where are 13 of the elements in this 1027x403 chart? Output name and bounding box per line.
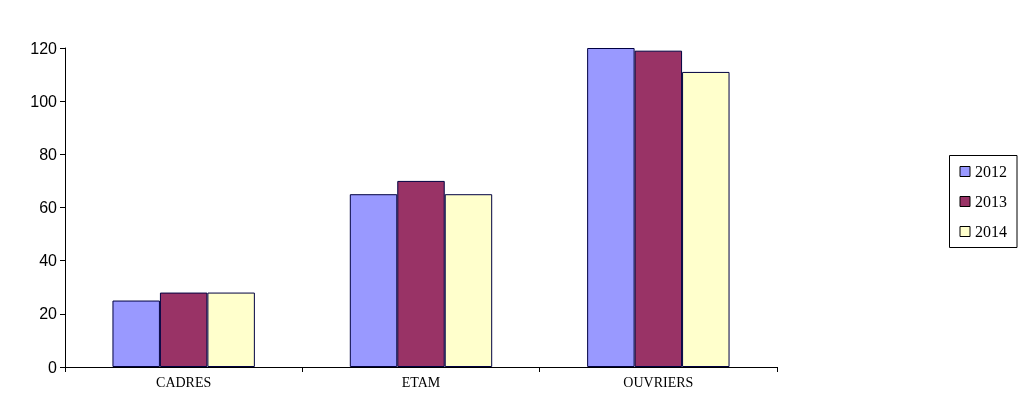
y-tick-label: 40 <box>39 252 58 270</box>
legend-label: 2014 <box>975 223 1007 240</box>
legend-label: 2012 <box>975 163 1007 180</box>
legend-label: 2013 <box>975 193 1007 210</box>
x-tick-label: OUVRIERS <box>623 374 694 390</box>
y-tick-label: 20 <box>39 305 58 323</box>
y-tick-label: 100 <box>30 92 58 110</box>
y-tick-label: 60 <box>39 199 58 216</box>
y-tick-label: 120 <box>30 39 58 57</box>
x-tick-label: CADRES <box>156 374 212 390</box>
y-tick-label: 0 <box>48 358 58 376</box>
x-tick-label: ETAM <box>401 374 441 390</box>
y-tick-label: 80 <box>39 145 58 163</box>
